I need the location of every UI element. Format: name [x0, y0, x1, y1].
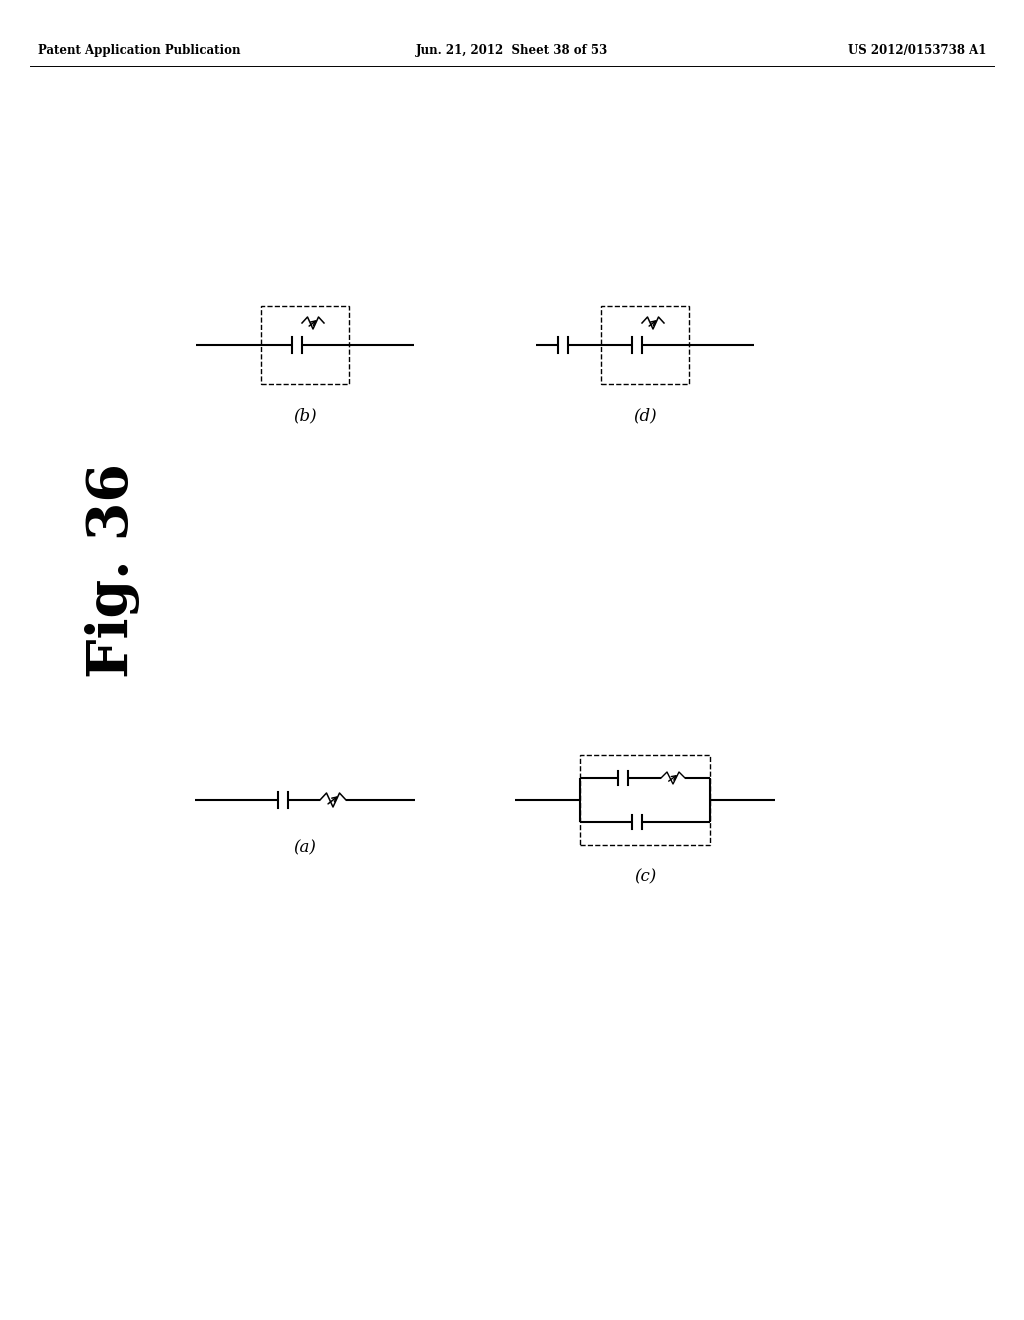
Text: Patent Application Publication: Patent Application Publication: [38, 44, 241, 57]
Bar: [261, 306, 349, 384]
Text: (a): (a): [294, 840, 316, 857]
Text: US 2012/0153738 A1: US 2012/0153738 A1: [848, 44, 986, 57]
Text: Jun. 21, 2012  Sheet 38 of 53: Jun. 21, 2012 Sheet 38 of 53: [416, 44, 608, 57]
Text: (d): (d): [633, 408, 656, 425]
Bar: [580, 755, 710, 845]
Text: (c): (c): [634, 869, 656, 886]
Text: Fig. 36: Fig. 36: [85, 462, 139, 677]
Bar: [601, 306, 689, 384]
Text: (b): (b): [293, 408, 316, 425]
